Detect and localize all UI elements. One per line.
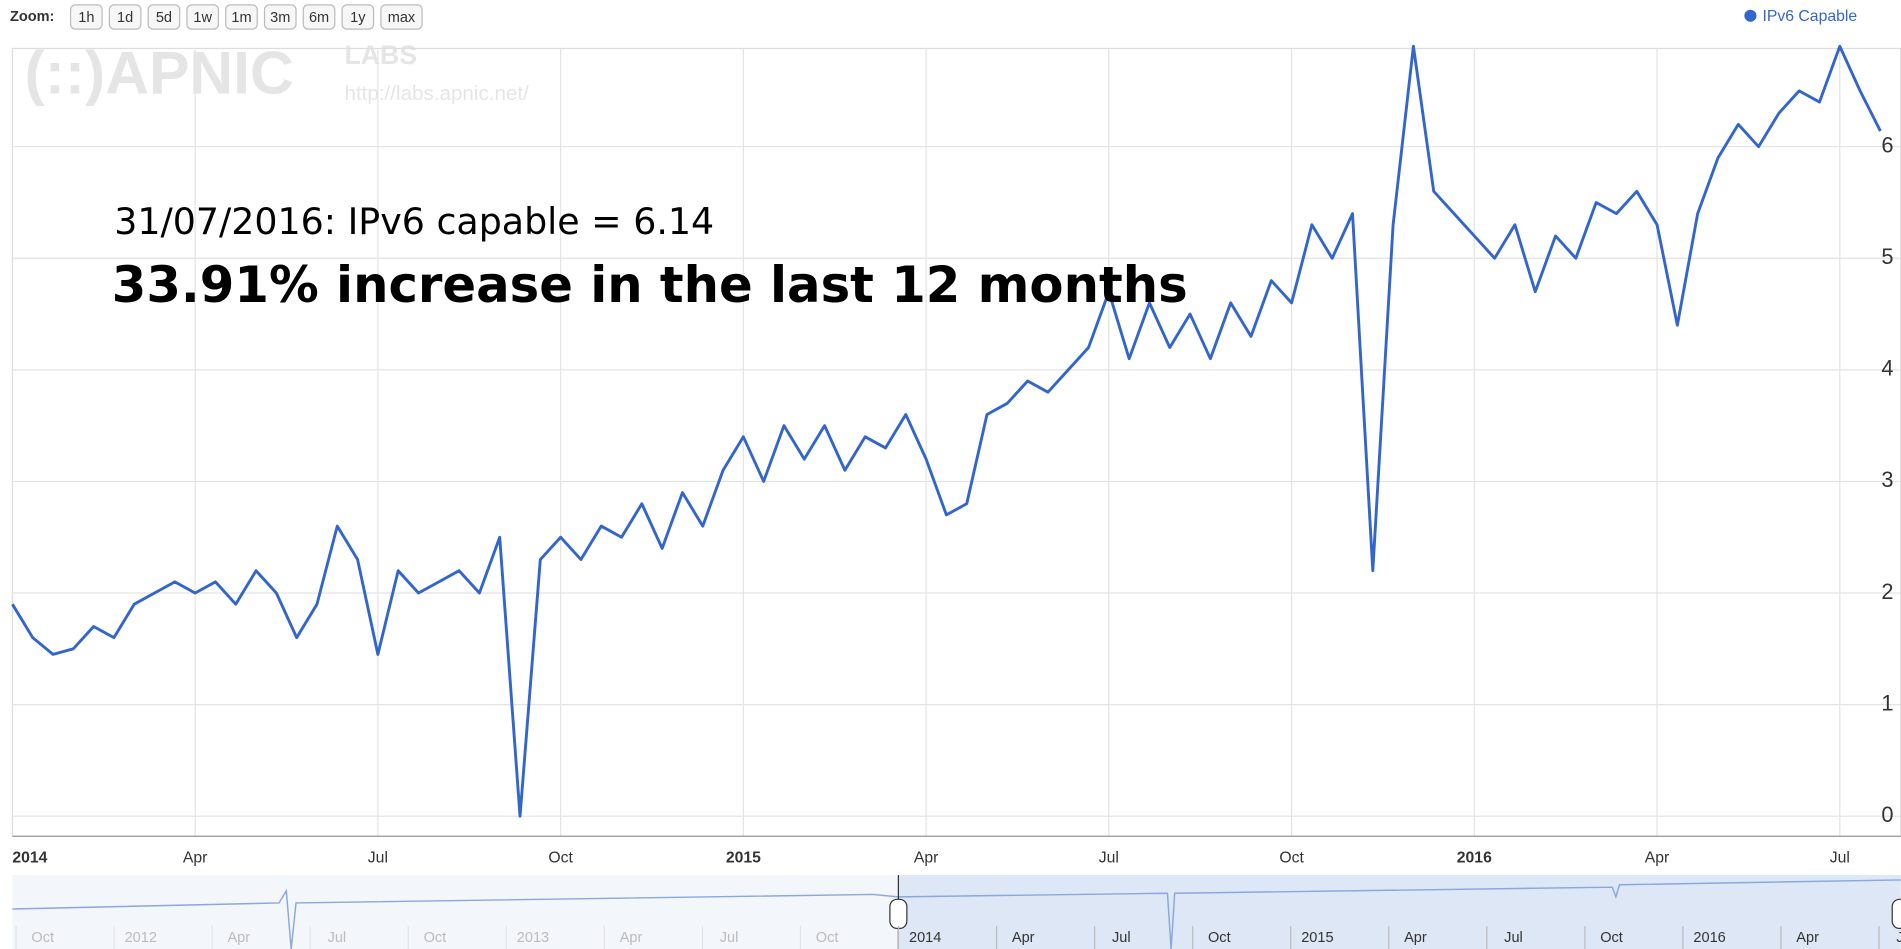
x-tick-label: 2014: [12, 849, 47, 866]
zoom-button[interactable]: 1m: [225, 4, 258, 30]
plot: [11, 44, 1882, 818]
navigator-label: 2013: [517, 930, 549, 946]
navigator-selection: [898, 875, 1901, 949]
y-tick-label: 1: [1881, 690, 1893, 715]
zoom-button-label[interactable]: 1w: [193, 10, 212, 26]
y-tick-label: 0: [1881, 802, 1893, 827]
y-tick-label: 6: [1881, 132, 1893, 157]
watermark-url: http://labs.apnic.net/: [344, 82, 529, 105]
zoom-button-box[interactable]: [341, 4, 375, 30]
zoom-button-label[interactable]: 1y: [350, 10, 366, 26]
x-tick-label: Apr: [1645, 849, 1670, 866]
zoom-button[interactable]: 1h: [69, 4, 103, 30]
zoom-button-label[interactable]: 1h: [78, 10, 94, 26]
y-tick-label: 2: [1881, 579, 1893, 604]
zoom-button-box[interactable]: [263, 4, 297, 30]
navigator-label: Jul: [1896, 930, 1901, 946]
zoom-buttons: 1h 1d 5d 1w 1m 3m 6m 1y max: [69, 4, 423, 30]
navigator-label: Oct: [1208, 930, 1231, 946]
zoom-button-box[interactable]: [380, 4, 423, 30]
x-tick-label: Jul: [368, 849, 388, 866]
zoom-button-box[interactable]: [225, 4, 258, 30]
navigator-label: Apr: [1796, 930, 1819, 946]
navigator-label: Oct: [31, 930, 54, 946]
navigator-label: Jul: [328, 930, 347, 946]
navigator-label: Apr: [227, 930, 250, 946]
series-line: [11, 44, 1882, 818]
zoom-button-box[interactable]: [69, 4, 103, 30]
x-tick-label: Jul: [1099, 849, 1119, 866]
zoom-button[interactable]: 1w: [186, 4, 220, 30]
grid: 0 1 2 3 4 5 6 2014 Apr Jul Oct 2015 Apr Jul Oct 2016 Apr…: [11, 47, 1901, 866]
navigator-label: 2012: [125, 930, 157, 946]
navigator-label: Apr: [1012, 930, 1035, 946]
navigator-label: 2015: [1301, 930, 1333, 946]
zoom-button-box[interactable]: [108, 4, 142, 30]
navigator-label: 2014: [909, 930, 941, 946]
navigator-label: Oct: [816, 930, 839, 946]
x-tick-label: Apr: [914, 849, 939, 866]
watermark-labs: LABS: [344, 40, 417, 70]
zoom-button-box[interactable]: [302, 4, 336, 30]
legend-label: IPv6 Capable: [1763, 8, 1858, 25]
zoom-label: Zoom:: [10, 9, 54, 25]
y-tick-label: 4: [1881, 356, 1893, 381]
x-tick-label: Apr: [183, 849, 208, 866]
navigator: Oct 2012 Apr Jul Oct 2013 Apr Jul Oct 2014 Apr Jul O…: [12, 875, 1901, 949]
legend-swatch: [1744, 9, 1757, 22]
watermark: (::)APNIC LABS http://labs.apnic.net/: [25, 39, 530, 107]
zoom-button[interactable]: 1d: [108, 4, 142, 30]
zoom-button[interactable]: max: [380, 4, 423, 30]
y-tick-label: 5: [1881, 244, 1893, 269]
navigator-handle[interactable]: [889, 898, 908, 930]
zoom-button[interactable]: 3m: [263, 4, 297, 30]
zoom-button-label[interactable]: 6m: [309, 10, 329, 26]
x-tick-label: 2015: [726, 849, 761, 866]
navigator-label: Oct: [1600, 930, 1623, 946]
navigator-label: Apr: [620, 930, 643, 946]
zoom-button[interactable]: 5d: [147, 4, 181, 30]
zoom-button-box[interactable]: [147, 4, 181, 30]
navigator-label: Jul: [720, 930, 739, 946]
navigator-label: Jul: [1504, 930, 1523, 946]
zoom-button-box[interactable]: [186, 4, 220, 30]
zoom-button-label[interactable]: 3m: [270, 10, 290, 26]
x-tick-label: Oct: [1279, 849, 1304, 866]
navigator-label: Oct: [424, 930, 447, 946]
x-tick-label: 2016: [1457, 849, 1492, 866]
zoom-button-label[interactable]: 1m: [231, 10, 251, 26]
navigator-handle[interactable]: [1891, 898, 1901, 929]
navigator-label: Jul: [1112, 930, 1131, 946]
annotation: 31/07/2016: IPv6 capable = 6.14: [114, 200, 714, 243]
zoom-button-label[interactable]: 5d: [156, 10, 172, 26]
y-tick-label: 3: [1881, 467, 1893, 492]
zoom-button[interactable]: 1y: [341, 4, 375, 30]
zoom-button-label[interactable]: 1d: [117, 10, 133, 26]
x-tick-label: Oct: [548, 849, 573, 866]
watermark-logo: (::)APNIC: [25, 39, 294, 107]
zoom-button-label[interactable]: max: [388, 10, 416, 26]
zoom-button[interactable]: 6m: [302, 4, 336, 30]
navigator-label: Apr: [1404, 930, 1427, 946]
x-tick-label: Jul: [1830, 849, 1850, 866]
annotation-headline: 33.91% increase in the last 12 months: [112, 256, 1188, 314]
navigator-line: [12, 879, 1901, 949]
navigator-label: 2016: [1693, 930, 1725, 946]
